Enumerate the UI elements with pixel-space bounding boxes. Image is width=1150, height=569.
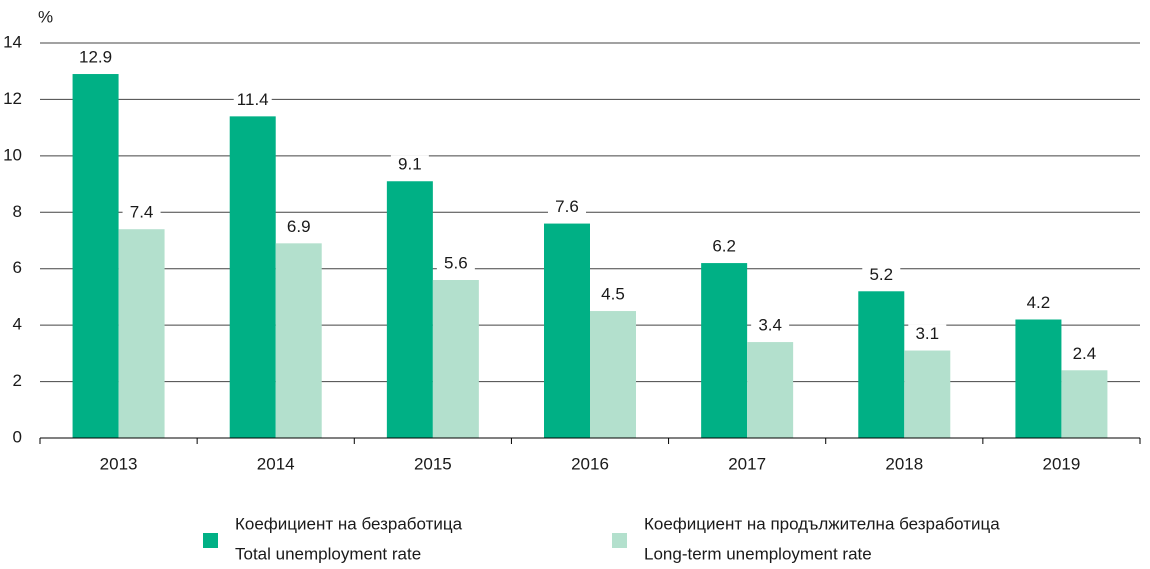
data-label-bg (390, 155, 429, 176)
bar (858, 291, 905, 438)
data-label-bg (862, 265, 901, 286)
data-label: 11.4 (237, 90, 269, 109)
x-tick-label: 2015 (414, 454, 452, 473)
data-label: 5.6 (444, 253, 468, 272)
data-label: 4.2 (1027, 293, 1051, 312)
legend-swatch (612, 533, 627, 548)
x-tick-label: 2017 (728, 454, 766, 473)
data-label: 5.2 (869, 265, 893, 284)
data-label: 6.9 (287, 217, 311, 236)
bar (1015, 319, 1062, 438)
legend-swatch (203, 533, 218, 548)
data-label: 4.5 (601, 285, 625, 304)
bar (275, 243, 322, 438)
data-label-bg (1019, 293, 1058, 314)
data-label: 6.2 (712, 237, 736, 256)
data-label-bg (76, 48, 115, 69)
data-label-bg (705, 237, 744, 258)
x-tick-label: 2016 (571, 454, 609, 473)
data-label: 12.9 (79, 48, 112, 67)
data-label: 7.4 (130, 203, 154, 222)
y-tick-label: 14 (3, 32, 22, 51)
data-label-bg (751, 316, 790, 337)
data-label-bg (594, 285, 632, 306)
data-label: 3.4 (758, 316, 782, 335)
x-tick-label: 2014 (257, 454, 295, 473)
bar (544, 223, 590, 438)
y-tick-label: 0 (13, 427, 22, 446)
bar (229, 116, 276, 438)
data-label-bg (1065, 344, 1104, 365)
data-label: 9.1 (398, 155, 422, 174)
bar (904, 350, 951, 438)
data-label-bg (122, 203, 161, 224)
bar (701, 263, 748, 438)
data-label-bg (908, 324, 947, 345)
y-unit: % (38, 7, 53, 26)
x-tick-label: 2018 (885, 454, 923, 473)
y-tick-label: 8 (13, 202, 22, 221)
bar (118, 229, 165, 438)
y-tick-label: 2 (13, 371, 22, 390)
bar (1061, 370, 1108, 438)
bar (386, 181, 433, 438)
y-tick-label: 4 (13, 315, 22, 334)
bar (590, 311, 636, 438)
y-tick-label: 6 (13, 258, 22, 277)
bar (72, 74, 119, 439)
legend-label: Коефициент на продължителна безработица (644, 514, 1000, 533)
x-tick-label: 2019 (1043, 454, 1081, 473)
legend-label: Long-term unemployment rate (644, 544, 872, 563)
legend-label: Коефициент на безработица (235, 514, 463, 533)
y-tick-label: 12 (3, 89, 22, 108)
data-label-bg (233, 90, 272, 111)
legend-label: Total unemployment rate (235, 544, 421, 563)
y-tick-label: 10 (3, 145, 22, 164)
data-label: 3.1 (915, 324, 939, 343)
bar (747, 342, 794, 438)
data-label-bg (279, 217, 318, 238)
data-label-bg (548, 197, 586, 218)
x-tick-label: 2013 (100, 454, 138, 473)
data-label: 7.6 (555, 197, 579, 216)
bar (432, 280, 479, 438)
data-label: 2.4 (1073, 344, 1097, 363)
data-label-bg (436, 254, 475, 274)
